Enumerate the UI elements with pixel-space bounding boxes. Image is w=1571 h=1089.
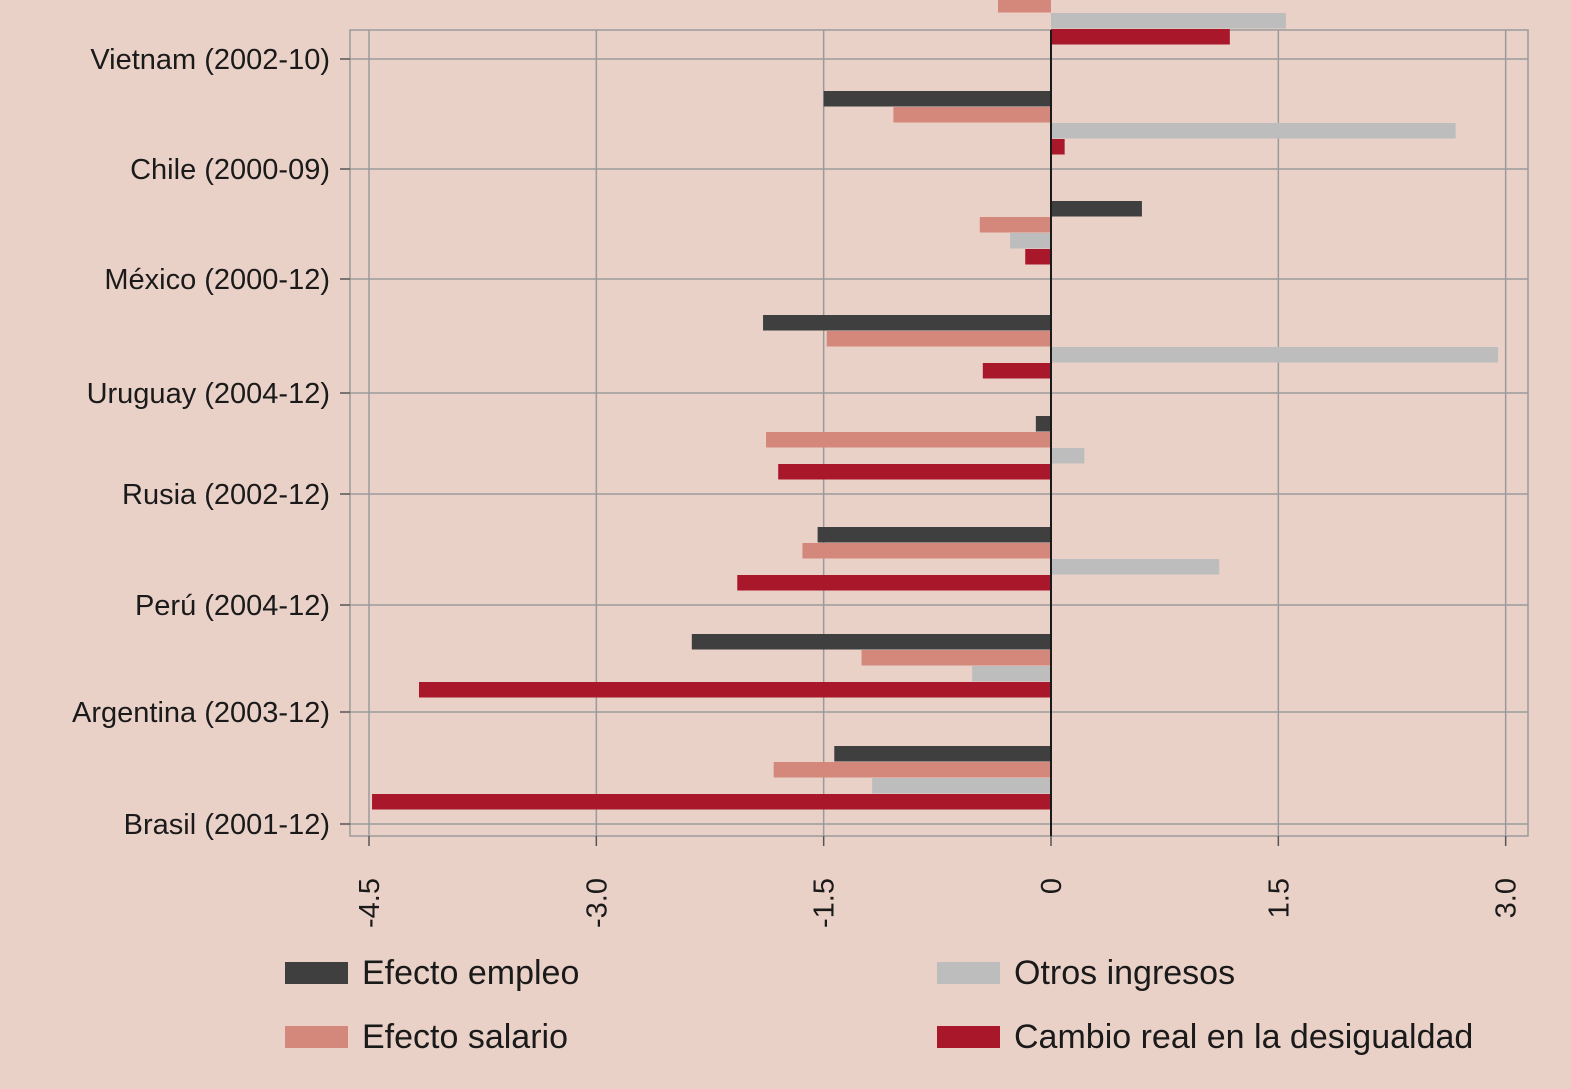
category-label: Chile (2000-09) (130, 154, 330, 186)
bar (1051, 139, 1065, 155)
category-label: Vietnam (2002-10) (90, 44, 330, 76)
category-label: Argentina (2003-12) (72, 697, 330, 729)
bar (1051, 448, 1085, 464)
bar (826, 331, 1051, 347)
category-label: Brasil (2001-12) (124, 809, 330, 841)
x-tick-label: 1.5 (1263, 878, 1295, 918)
category-label: Perú (2004-12) (135, 590, 330, 622)
bar (1051, 123, 1456, 139)
bar (997, 0, 1051, 13)
bar (766, 432, 1051, 448)
bar (1051, 559, 1220, 575)
x-tick-label: -4.5 (354, 878, 386, 928)
x-tick-label: 3.0 (1491, 878, 1523, 918)
x-tick-label: -3.0 (581, 878, 613, 928)
bar (763, 315, 1051, 331)
bar (372, 794, 1051, 810)
bar (982, 363, 1051, 379)
bar (817, 527, 1051, 543)
bar (1051, 347, 1499, 363)
category-label: Uruguay (2004-12) (87, 378, 330, 410)
bar (861, 650, 1051, 666)
bar (972, 666, 1051, 682)
bar (893, 107, 1051, 123)
bar (834, 746, 1051, 762)
x-tick-label: 0 (1036, 878, 1068, 894)
category-label: Rusia (2002-12) (122, 479, 330, 511)
bar (979, 217, 1051, 233)
bar (1010, 233, 1051, 249)
category-label: México (2000-12) (104, 264, 330, 296)
bar (773, 762, 1051, 778)
bar (1051, 201, 1142, 217)
plot-frame (349, 29, 1529, 837)
bar (802, 543, 1051, 559)
bar (1051, 13, 1286, 29)
bar (691, 634, 1051, 650)
bar (872, 778, 1051, 794)
bar (1035, 416, 1051, 432)
bar (823, 91, 1051, 107)
bar (737, 575, 1051, 591)
bar (419, 682, 1052, 698)
bar (778, 464, 1051, 480)
bar (1025, 249, 1051, 265)
bar (1051, 29, 1230, 45)
x-tick-label: -1.5 (809, 878, 841, 928)
